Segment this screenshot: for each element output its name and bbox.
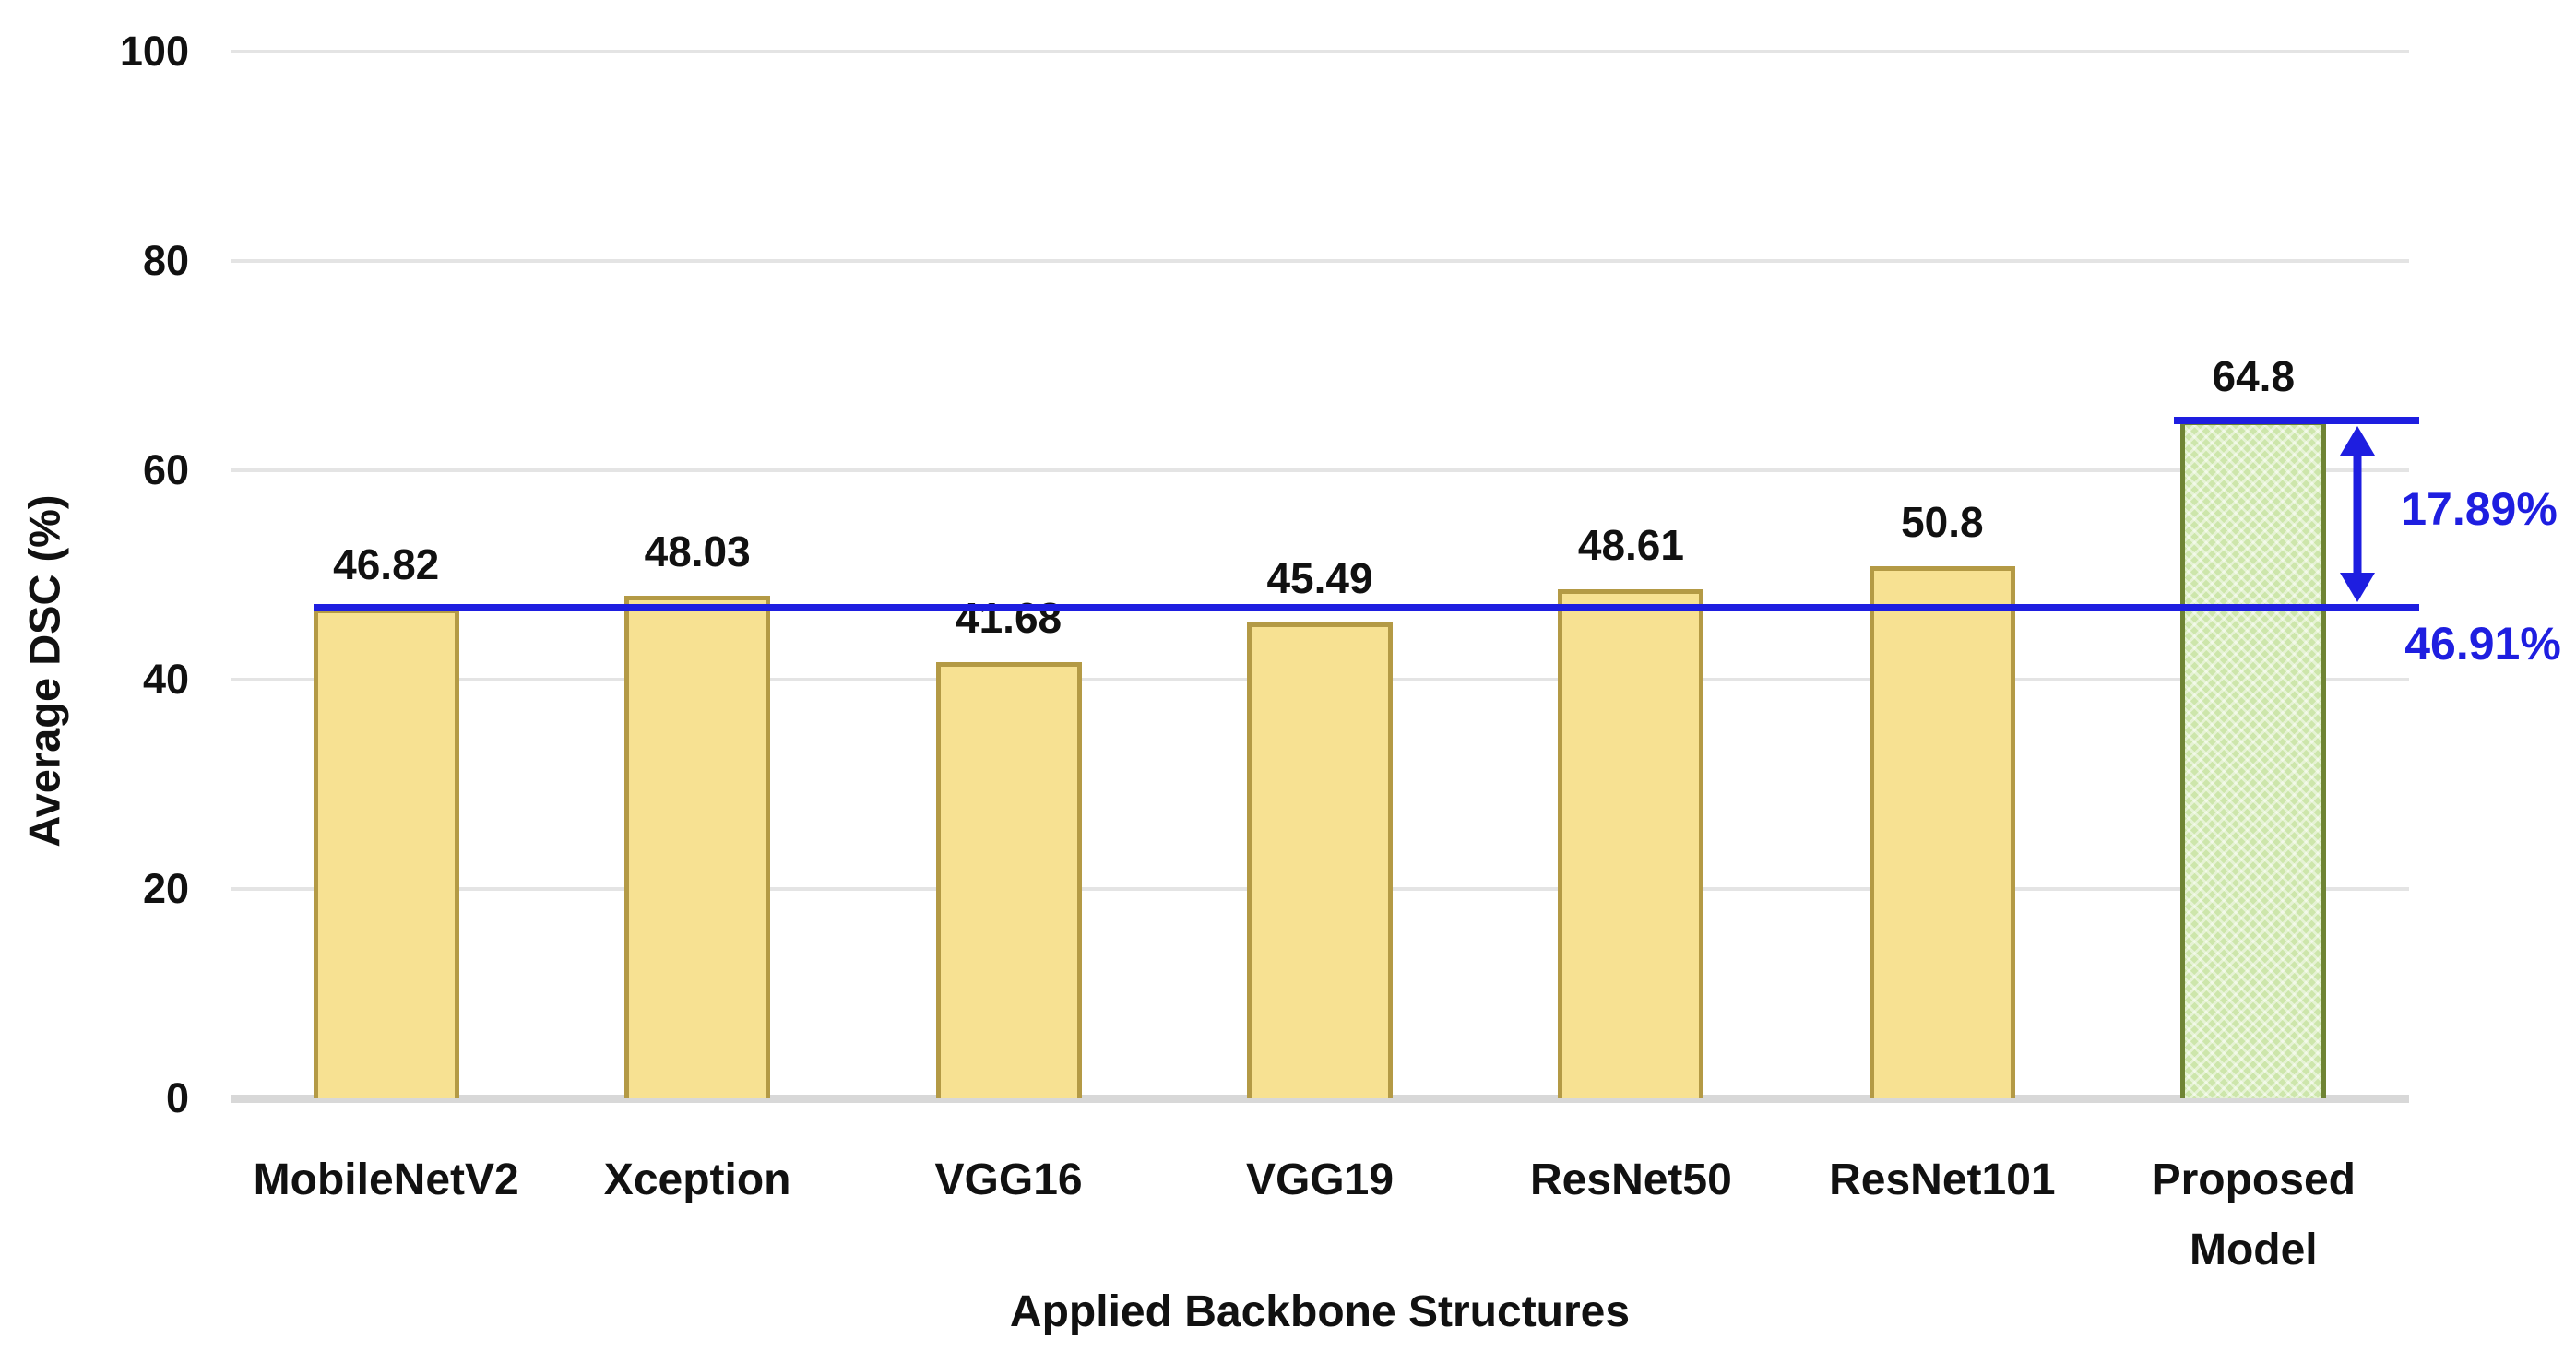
baseline-label: 46.91% <box>2404 618 2561 670</box>
y-tick-label: 100 <box>119 28 189 75</box>
x-axis-line <box>231 1095 2409 1103</box>
bar-value-label: 50.8 <box>1901 498 1984 547</box>
bar-resnet50 <box>1558 589 1704 1098</box>
gridline <box>231 468 2409 472</box>
x-category-label: MobileNetV2 <box>253 1155 519 1204</box>
x-category-label: VGG16 <box>934 1155 1083 1204</box>
bar-proposed-model <box>2180 420 2327 1098</box>
bar-value-label: 48.61 <box>1577 521 1684 570</box>
y-tick-label: 20 <box>142 865 189 912</box>
bar-value-label: 46.82 <box>333 539 440 588</box>
bar-resnet101 <box>1869 566 2015 1098</box>
y-tick-label: 60 <box>142 446 189 493</box>
x-category-label: ResNet101 <box>1829 1155 2056 1204</box>
top-ref-line <box>2174 416 2419 424</box>
bar-value-label: 48.03 <box>644 527 751 575</box>
x-axis-title: Applied Backbone Structures <box>1009 1287 1631 1336</box>
x-category-label: VGG19 <box>1245 1155 1395 1204</box>
baseline-ref-line <box>313 603 2419 611</box>
bar-value-label: 45.49 <box>1266 553 1373 602</box>
y-tick-label: 40 <box>142 656 189 703</box>
gridline <box>231 50 2409 53</box>
difference-label: 17.89% <box>2401 483 2558 535</box>
x-category-label: Proposed Model <box>2151 1155 2356 1274</box>
x-category-label: ResNet50 <box>1530 1155 1732 1204</box>
bar-mobilenetv2 <box>313 608 459 1098</box>
bar-value-label: 64.8 <box>2212 351 2296 400</box>
difference-arrow-shaft <box>2353 440 2362 587</box>
x-category-label: Xception <box>603 1155 791 1204</box>
bar-vgg16 <box>935 661 1082 1098</box>
arrow-up-icon <box>2340 425 2375 456</box>
y-tick-label: 0 <box>165 1074 189 1121</box>
y-tick-label: 80 <box>142 237 189 284</box>
bar-xception <box>624 595 771 1098</box>
arrow-down-icon <box>2340 572 2375 602</box>
bar-vgg19 <box>1247 622 1393 1098</box>
gridline <box>231 259 2409 263</box>
bar-value-label: 41.68 <box>956 593 1062 642</box>
